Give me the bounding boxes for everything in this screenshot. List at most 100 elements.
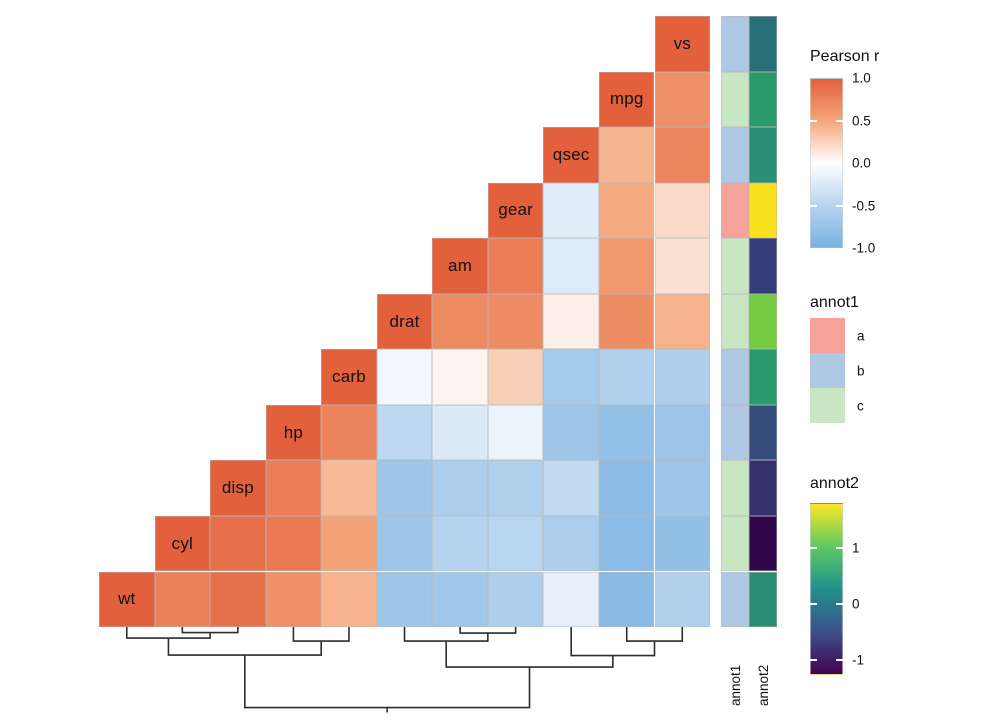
diagonal-label-cell: wt [99, 571, 155, 628]
annot1-legend-title: annot1 [810, 294, 859, 311]
pearson-colorbar-tick [810, 204, 817, 207]
annot2-colorbar-tick [836, 659, 843, 662]
diagonal-label-cell: gear [487, 182, 544, 239]
heatmap-cell [265, 460, 322, 516]
diagonal-label-cell: carb [321, 349, 377, 405]
annot2-colorbar-tick [836, 547, 843, 550]
annot1-legend-item-label: a [857, 328, 865, 343]
pearson-tick-label: -1.0 [852, 240, 876, 256]
heatmap-cell [432, 515, 488, 572]
heatmap-cell [487, 460, 544, 516]
variable-label: hp [283, 422, 304, 442]
heatmap-cell [432, 571, 488, 628]
heatmap-cell [543, 515, 599, 572]
annot1-cell [720, 571, 749, 628]
annot2-cell [748, 238, 777, 294]
annot2-cell [748, 16, 777, 72]
annot2-legend-title: annot2 [810, 475, 859, 492]
heatmap-cell [487, 515, 544, 572]
diagonal-label-cell: hp [265, 404, 322, 461]
annot2-cell [748, 127, 777, 183]
diagonal-label-cell: vs [654, 16, 711, 72]
annot2-colorbar-tick [810, 602, 817, 605]
pearson-colorbar-tick [810, 119, 817, 122]
heatmap-cell [654, 127, 711, 183]
pearson-colorbar-tick [836, 119, 843, 122]
annot1-legend-item-label: b [857, 363, 865, 378]
variable-label: wt [118, 589, 136, 609]
heatmap-cell [598, 404, 655, 461]
heatmap-cell [487, 571, 544, 628]
diagonal-label-cell: disp [210, 460, 266, 516]
annot1-cell [720, 515, 749, 572]
annot1-cell [720, 349, 749, 405]
heatmap-cell [487, 293, 544, 350]
heatmap-cell [654, 515, 711, 572]
heatmap-cell [265, 571, 322, 628]
variable-label: gear [498, 200, 534, 220]
heatmap-cell [376, 515, 433, 572]
annot1-cell [720, 127, 749, 183]
heatmap-cell [654, 238, 711, 294]
annot2-cell [748, 349, 777, 405]
heatmap-cell [376, 404, 433, 461]
annot1-cell [720, 404, 749, 461]
variable-label: carb [332, 367, 366, 387]
annot2-tick-label: 0 [852, 596, 860, 612]
pearson-legend-title: Pearson r [810, 48, 880, 65]
annot2-colorbar-tick [810, 659, 817, 662]
heatmap-cell [543, 404, 599, 461]
variable-label: disp [221, 478, 254, 498]
annot2-cell [748, 460, 777, 516]
heatmap-cell [598, 460, 655, 516]
heatmap-cell [598, 349, 655, 405]
pearson-tick-label: -0.5 [852, 198, 876, 213]
annot1-cell [720, 16, 749, 72]
heatmap-cell [543, 460, 599, 516]
heatmap-cell [487, 349, 544, 405]
heatmap-cell [598, 127, 655, 183]
variable-label: mpg [609, 89, 644, 109]
heatmap-cell [210, 515, 266, 572]
pearson-colorbar-tick [836, 204, 843, 207]
diagonal-label-cell: am [432, 238, 488, 294]
heatmap-cell [432, 349, 488, 405]
heatmap-cell [321, 460, 377, 516]
annot2-tick-label: 1 [852, 540, 860, 556]
heatmap-cell [654, 460, 711, 516]
heatmap-cell [654, 71, 711, 128]
heatmap-cell [654, 349, 711, 405]
variable-label: vs [673, 33, 691, 53]
annot2-cell [748, 515, 777, 572]
heatmap-cell [543, 182, 599, 239]
heatmap-cell [543, 349, 599, 405]
heatmap-cell [654, 404, 711, 461]
annot2-cell [748, 404, 777, 461]
heatmap-cell [265, 515, 322, 572]
heatmap-cell [543, 293, 599, 350]
pearson-tick-label: 0.0 [852, 155, 871, 171]
heatmap-cell [432, 293, 488, 350]
annot2-cell [748, 293, 777, 350]
heatmap-cell [543, 238, 599, 294]
variable-label: qsec [552, 144, 590, 164]
annot2-column-label: annot2 [755, 664, 771, 706]
annot1-cell [720, 238, 749, 294]
annot1-cell [720, 293, 749, 350]
annot2-colorbar-tick [810, 547, 817, 550]
annot1-legend-item-label: c [857, 398, 864, 413]
variable-label: drat [389, 311, 420, 331]
heatmap-cell [376, 460, 433, 516]
pearson-colorbar [810, 78, 843, 248]
heatmap-cell [487, 238, 544, 294]
heatmap-cell [432, 404, 488, 461]
diagonal-label-cell: drat [376, 293, 433, 350]
pearson-tick-label: 1.0 [852, 70, 871, 86]
heatmap-cell [598, 182, 655, 239]
diagonal-label-cell: mpg [598, 71, 655, 128]
annot1-column-label: annot1 [727, 664, 742, 706]
annot2-cell [748, 182, 777, 239]
annot1-cell [720, 71, 749, 128]
heatmap-cell [376, 571, 433, 628]
